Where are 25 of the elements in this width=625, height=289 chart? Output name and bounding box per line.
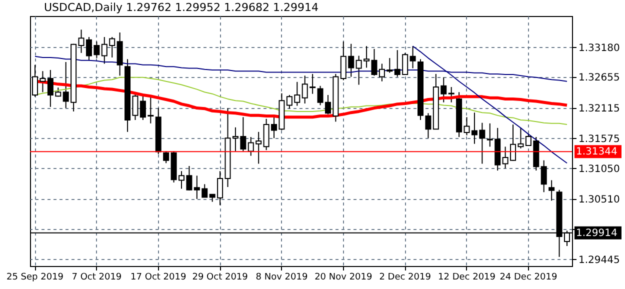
y-tick-label: 1.32115 [578, 103, 620, 114]
candlestick [540, 160, 547, 193]
y-tick-label: 1.31050 [578, 164, 620, 175]
x-tick-label: 8 Nov 2019 [256, 272, 308, 282]
x-tick-label: 2 Dec 2019 [379, 272, 432, 282]
x-tick-label: 29 Oct 2019 [192, 272, 248, 282]
chart-title: USDCAD,Daily 1.29762 1.29952 1.29682 1.29914 [44, 1, 318, 14]
candlestick [548, 180, 555, 202]
candlestick [163, 150, 170, 164]
candlestick [116, 32, 123, 76]
x-tick-label: 25 Sep 2019 [6, 272, 64, 282]
ref-line-label: 1.31344 [576, 146, 618, 158]
candlestick [448, 86, 454, 103]
x-tick-label: 12 Dec 2019 [438, 272, 496, 282]
x-tick-label: 17 Oct 2019 [130, 272, 186, 282]
ref-line-label: 1.29914 [576, 228, 618, 239]
x-tick-label: 24 Dec 2019 [500, 272, 558, 282]
x-tick-label: 20 Nov 2019 [314, 272, 372, 282]
y-tick-label: 1.33180 [578, 42, 620, 54]
y-tick-label: 1.30510 [578, 194, 620, 206]
y-tick-label: 1.31575 [578, 134, 620, 145]
y-tick-label: 1.29445 [578, 254, 620, 266]
x-tick-label: 7 Oct 2019 [72, 272, 122, 282]
y-tick-label: 1.32655 [578, 72, 620, 84]
candlestick [410, 46, 416, 69]
